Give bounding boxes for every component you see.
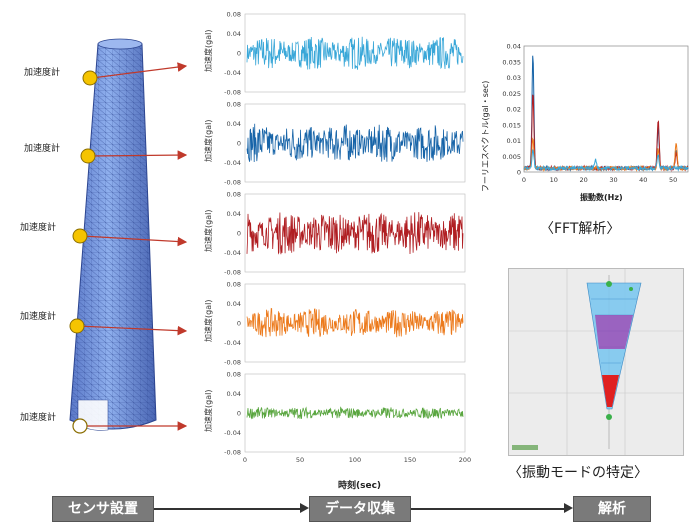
fft-y-tick: 0.03 <box>507 74 521 82</box>
y-tick-label: -0.04 <box>224 429 241 437</box>
tower-mesh-model <box>69 38 157 431</box>
sensor-label-4: 加速度計 <box>20 312 57 322</box>
y-tick-label: 0 <box>237 230 241 238</box>
y-tick-label: 0.04 <box>227 390 241 398</box>
step-data-collection: データ収集 <box>309 496 411 522</box>
panel-frame <box>244 373 466 453</box>
fft-xlabel: 振動数(Hz) <box>580 193 623 202</box>
fft-y-tick: 0.005 <box>502 153 521 161</box>
sensor-dot-5 <box>72 418 88 434</box>
y-tick-label: 0.04 <box>227 30 241 38</box>
x-tick-label: 50 <box>296 456 304 464</box>
y-tick-label: 0 <box>237 50 241 58</box>
y-tick-label: -0.04 <box>224 339 241 347</box>
y-tick-label: 0.08 <box>227 281 241 289</box>
x-tick-label: 0 <box>243 456 247 464</box>
fft-ylabel: フーリエスペクトル(gal・sec) <box>481 80 490 192</box>
waveform-series <box>246 307 464 338</box>
y-tick-label: 0.04 <box>227 120 241 128</box>
waveform-series <box>246 36 464 70</box>
y-tick-label: -0.04 <box>224 249 241 257</box>
sensor-arrows <box>69 62 188 434</box>
y-tick-label: -0.04 <box>224 69 241 77</box>
wave-panel-5: 0.080.040-0.04-0.080 50 100 150 200 <box>224 371 471 465</box>
y-tick-label: 0.08 <box>227 371 241 379</box>
y-tick-label: -0.08 <box>224 449 241 457</box>
fft-y-tick: 0.015 <box>502 121 521 129</box>
arrow-1 <box>91 62 188 79</box>
flow-arrowhead-2 <box>564 503 573 513</box>
x-tick-label: 150 <box>404 456 416 464</box>
y-tick-label: 0 <box>237 320 241 328</box>
wave-panel-1: 0.08 0.04 0 -0.04 -0.08 <box>224 11 466 97</box>
waveform-series <box>246 212 464 255</box>
sensor-dot-1 <box>82 70 98 86</box>
fft-x-tick: 50 <box>669 176 677 184</box>
sensor-label-2: 加速度計 <box>24 144 61 154</box>
sensor-dot-3 <box>72 228 88 244</box>
fft-x-tick: 40 <box>639 176 647 184</box>
y-tick-label: 0.08 <box>227 101 241 109</box>
y-tick-label: -0.04 <box>224 159 241 167</box>
fft-y-tick: 0.035 <box>502 58 521 66</box>
panel-frame <box>244 193 466 273</box>
time-axis-label: 時刻(sec) <box>338 481 382 491</box>
fft-y-tick: 0 <box>517 169 521 177</box>
fft-y-tick: 0.02 <box>507 106 521 114</box>
step-sensor-install: センサ設置 <box>52 496 154 522</box>
panel-frame <box>244 283 466 363</box>
sensor-label-3: 加速度計 <box>20 223 57 233</box>
fft-x-tick: 10 <box>550 176 558 184</box>
fft-y-tick: 0.01 <box>507 137 521 145</box>
flow-arrowhead-1 <box>300 503 309 513</box>
y-tick-label: -0.08 <box>224 359 241 367</box>
waveform-panels: 0.080.040-0.04-0.080.080.040-0.04-0.080.… <box>224 11 471 465</box>
step-analysis: 解析 <box>573 496 651 522</box>
sensor-label-5: 加速度計 <box>20 413 57 423</box>
fft-x-tick: 30 <box>609 176 617 184</box>
flow-line-1 <box>154 508 302 510</box>
wave-panel-4: 0.08 0.04 0 -0.04 -0.08 <box>224 281 466 367</box>
x-tick-label: 100 <box>349 456 361 464</box>
waveform-series <box>246 123 464 163</box>
waveform-series <box>246 406 464 420</box>
fft-x-tick: 20 <box>579 176 587 184</box>
wave-panel-2: 0.08 0.04 0 -0.04 -0.08 <box>224 101 466 187</box>
mode-shape-plot <box>508 268 684 456</box>
fft-caption: 〈FFT解析〉 <box>540 221 621 237</box>
fft-y-tick: 0.04 <box>507 43 521 51</box>
arrow-4 <box>77 325 188 336</box>
y-tick-label: 0.08 <box>227 11 241 19</box>
fft-x-tick: 0 <box>522 176 526 184</box>
y-tick-label: -0.08 <box>224 89 241 97</box>
panel-frame <box>244 103 466 183</box>
sensor-label-1: 加速度計 <box>24 68 61 78</box>
y-tick-label: 0.04 <box>227 210 241 218</box>
sensor-dot-2 <box>80 148 96 164</box>
arrow-3 <box>81 235 188 247</box>
flow-line-2 <box>411 508 566 510</box>
y-tick-label: 0 <box>237 410 241 418</box>
y-tick-label: 0 <box>237 140 241 148</box>
fft-y-tick: 0.025 <box>502 90 521 98</box>
panel-frame <box>244 13 466 93</box>
mode-caption: 〈振動モードの特定〉 <box>508 465 648 481</box>
wave-panel-3: 0.08 0.04 0 -0.04 -0.08 <box>224 191 466 277</box>
fft-chart: 0.04 0.035 0.03 0.025 0.02 0.015 0.01 0.005 00 10… <box>502 43 689 184</box>
sensor-dot-4 <box>69 318 85 334</box>
x-tick-label: 200 <box>459 456 471 464</box>
y-tick-label: -0.08 <box>224 269 241 277</box>
arrow-2 <box>89 150 188 160</box>
fft-series-4 <box>523 149 689 172</box>
fft-frame <box>523 45 689 173</box>
y-tick-label: -0.08 <box>224 179 241 187</box>
y-tick-label: 0.04 <box>227 300 241 308</box>
y-tick-label: 0.08 <box>227 191 241 199</box>
